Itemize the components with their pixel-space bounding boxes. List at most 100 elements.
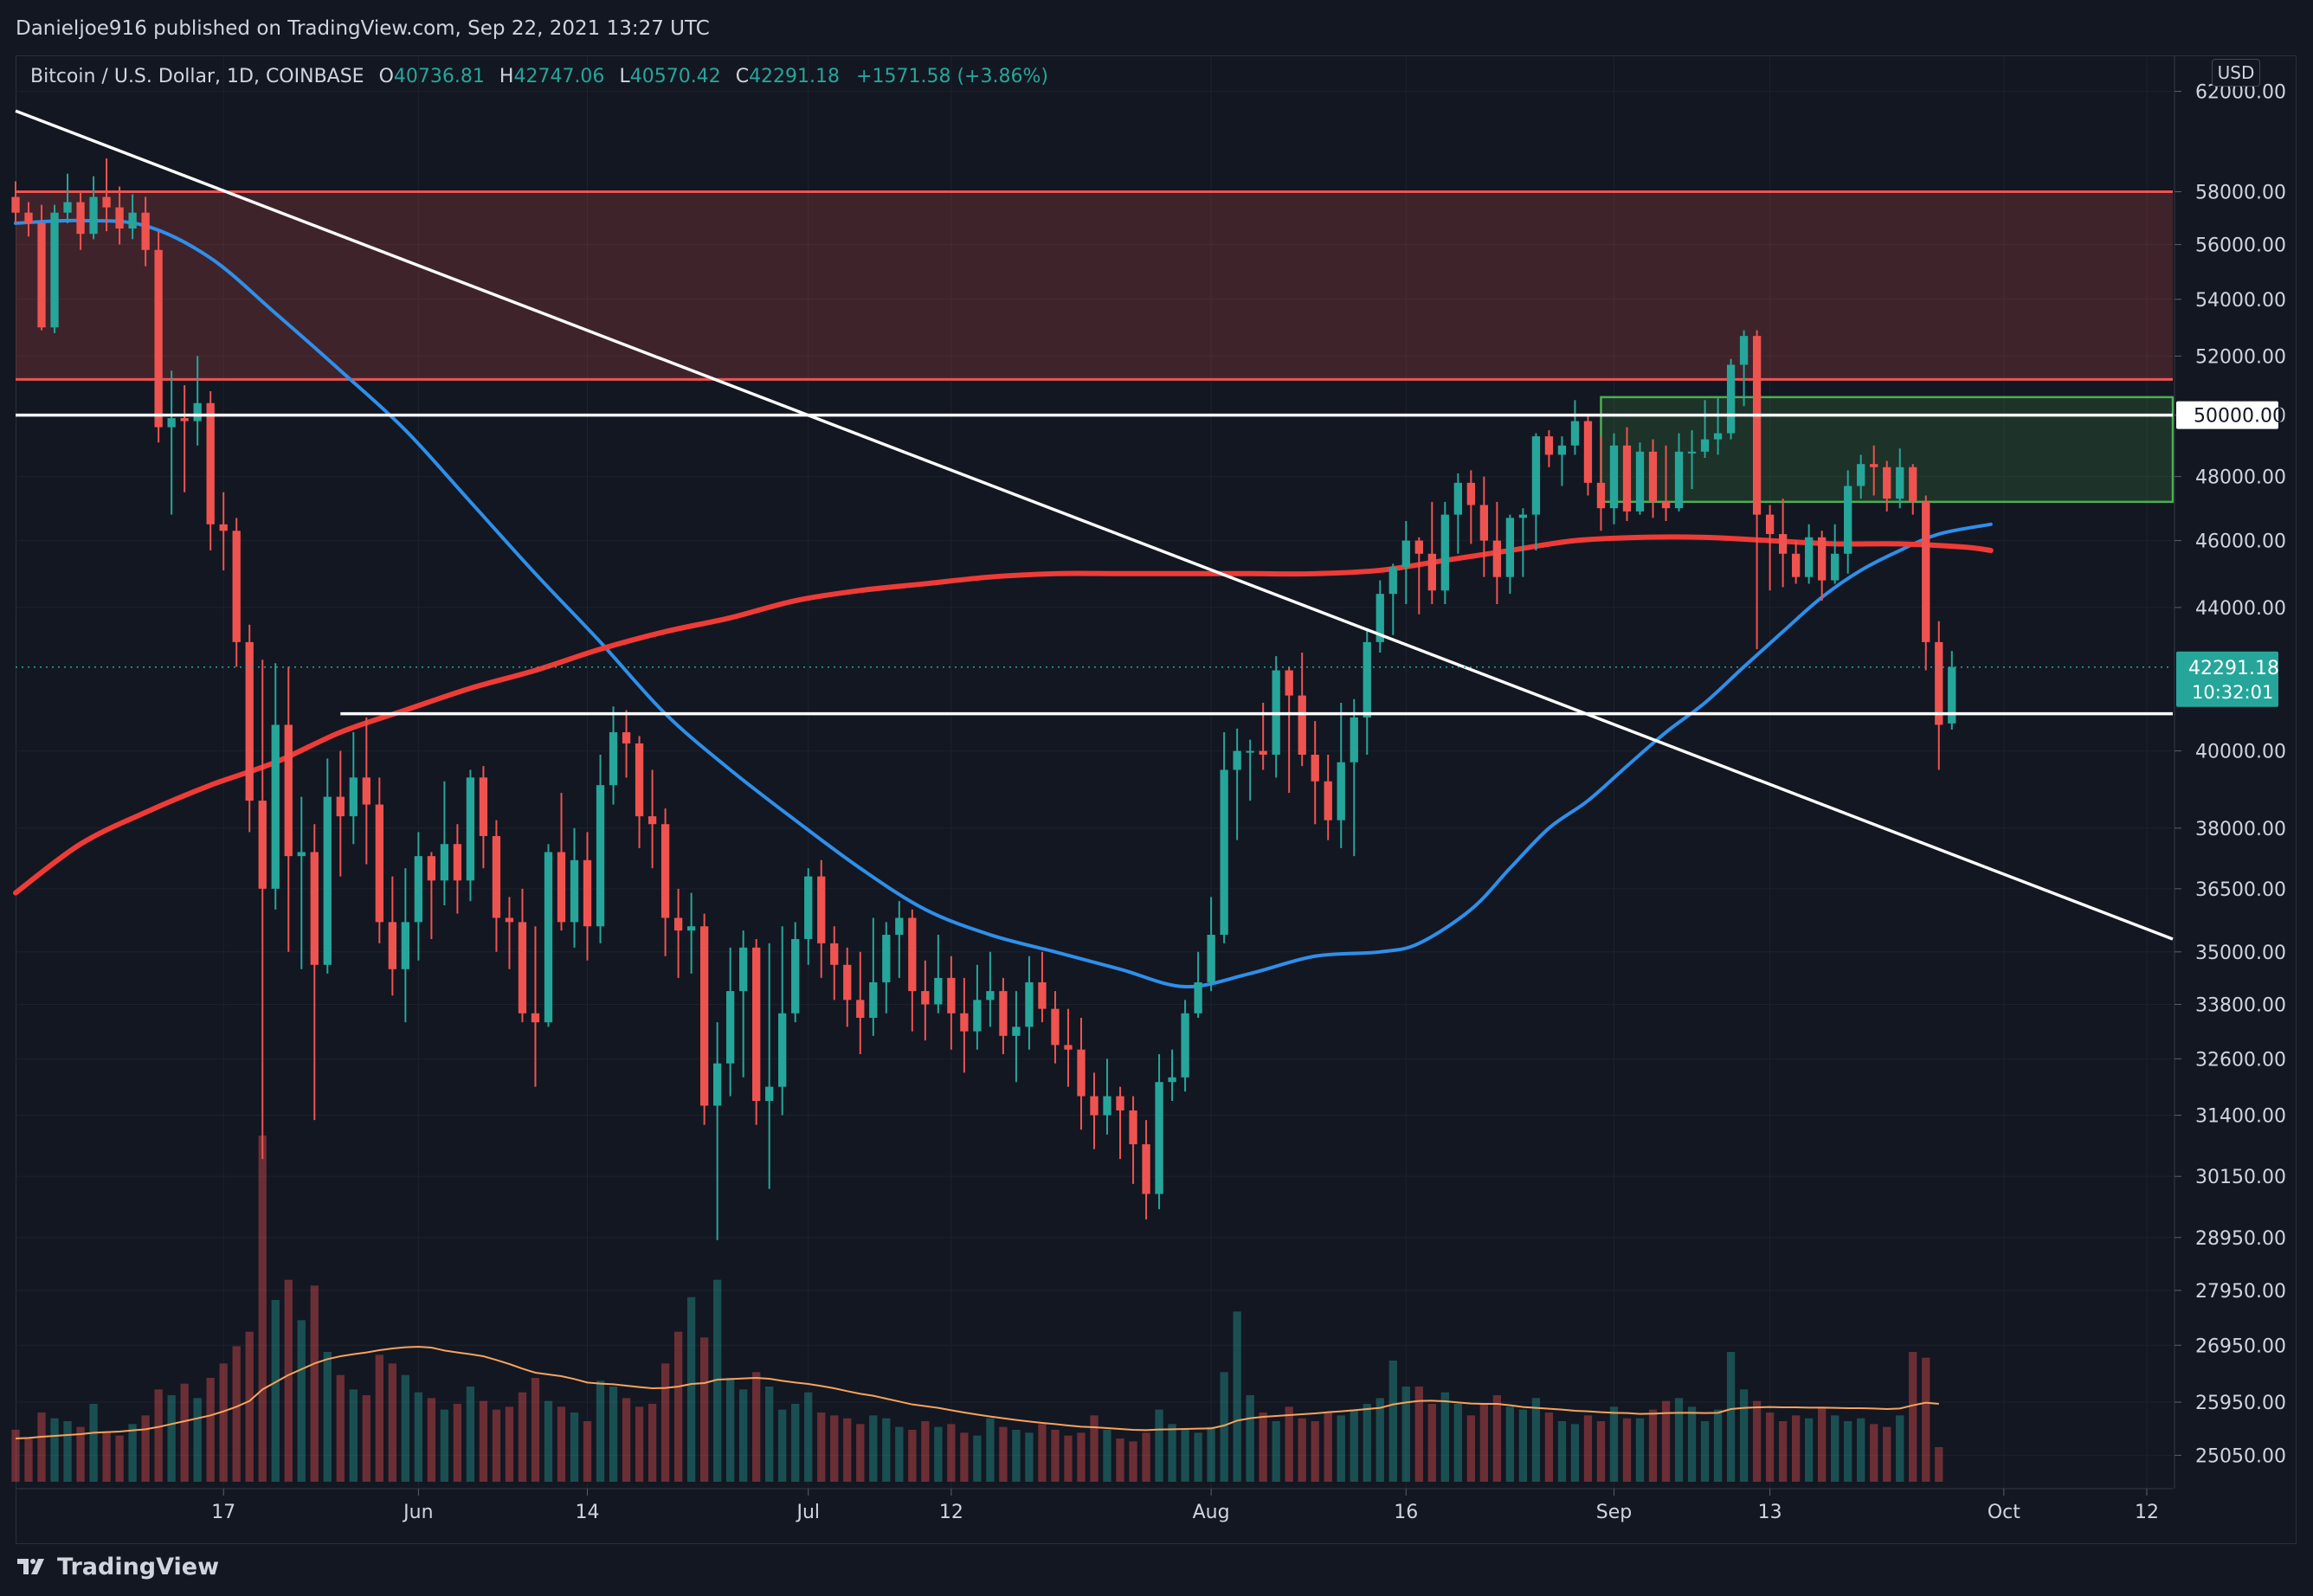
- volume-bar: [1648, 1409, 1658, 1482]
- price-tick-label: 44000.00: [2195, 598, 2286, 620]
- candle-body: [1609, 445, 1619, 509]
- candle: [1492, 501, 1502, 604]
- volume-bar: [219, 1363, 228, 1482]
- candle: [1376, 580, 1384, 653]
- candle: [1609, 433, 1619, 524]
- volume-bar: [1583, 1415, 1593, 1482]
- volume-bar: [258, 1136, 267, 1482]
- candle: [934, 935, 943, 1014]
- candle-body: [323, 796, 332, 965]
- volume-bar: [284, 1279, 293, 1482]
- candle-body: [453, 844, 462, 881]
- volume-bar: [1414, 1387, 1423, 1482]
- price-tick-label: 31400.00: [2195, 1106, 2286, 1128]
- volume-bar: [830, 1415, 839, 1482]
- candle-body: [1090, 1096, 1099, 1116]
- candle-body: [1388, 567, 1397, 595]
- volume-bar: [1194, 1432, 1202, 1482]
- candle: [167, 370, 176, 515]
- volume-bar: [557, 1406, 566, 1482]
- candle: [1401, 521, 1410, 604]
- candle: [1350, 698, 1358, 857]
- price-tick-label: 25050.00: [2195, 1445, 2286, 1467]
- candle: [284, 666, 293, 952]
- candle: [427, 852, 436, 939]
- candle: [635, 736, 644, 848]
- candle-body: [401, 922, 410, 969]
- candle: [115, 186, 124, 245]
- candle: [1883, 460, 1891, 512]
- candle-body: [1661, 501, 1671, 509]
- candle-body: [765, 1086, 774, 1102]
- candle-body: [63, 202, 72, 213]
- candle: [1116, 1086, 1124, 1160]
- volume-ma-line: [15, 1345, 1939, 1439]
- candle: [414, 832, 423, 961]
- candle: [193, 356, 202, 446]
- time-tick-label: Oct: [1988, 1502, 2020, 1523]
- volume-bar: [440, 1409, 449, 1482]
- price-tick-label: 27950.00: [2195, 1281, 2286, 1303]
- chart-frame[interactable]: [16, 55, 2297, 1544]
- volume-bar: [1285, 1406, 1293, 1482]
- time-tick-label: 14: [576, 1502, 600, 1523]
- candle-body: [622, 732, 631, 743]
- volume-bar: [1505, 1406, 1515, 1482]
- candle: [1622, 427, 1632, 522]
- candle-body: [349, 777, 358, 817]
- volume-bar: [401, 1374, 410, 1482]
- candle: [1466, 470, 1476, 544]
- candle-body: [1818, 537, 1827, 581]
- volume-bar: [1337, 1415, 1345, 1482]
- candle: [1440, 501, 1449, 604]
- volume-bar: [544, 1400, 553, 1482]
- candle: [1844, 470, 1852, 574]
- candle-body: [1025, 981, 1034, 1027]
- candle-body: [1414, 540, 1423, 554]
- candle: [258, 660, 267, 1160]
- candle-body: [1544, 436, 1554, 455]
- candle-body: [1466, 482, 1476, 505]
- candle: [921, 960, 930, 1041]
- candle: [1077, 1017, 1086, 1130]
- volume-bar: [1857, 1418, 1865, 1482]
- candle-body: [336, 796, 345, 817]
- volume-bar: [50, 1418, 59, 1482]
- volume-bar: [1700, 1421, 1710, 1482]
- candle: [947, 956, 956, 1050]
- candle-body: [999, 991, 1008, 1036]
- candle-body: [752, 947, 761, 1102]
- candle: [1726, 358, 1736, 440]
- currency-button[interactable]: USD: [2212, 59, 2260, 87]
- candle-body: [1220, 769, 1228, 936]
- volume-bar: [336, 1374, 345, 1482]
- volume-bar: [453, 1404, 462, 1482]
- candle-body: [1285, 670, 1293, 696]
- candle-body: [492, 835, 501, 918]
- candle-body: [544, 852, 553, 1023]
- ma-blue-line: [14, 218, 1993, 989]
- candle: [739, 930, 748, 1078]
- price-tick-label: 36500.00: [2195, 879, 2286, 901]
- candle: [1453, 473, 1462, 554]
- candle-body: [596, 785, 605, 927]
- candle-body: [1064, 1045, 1073, 1050]
- volume-bar: [921, 1421, 930, 1482]
- candle-body: [206, 402, 215, 524]
- volume-bar: [960, 1432, 969, 1482]
- volume-bar: [466, 1387, 475, 1482]
- candle: [1935, 621, 1943, 770]
- time-tick-label: Sep: [1596, 1502, 1632, 1523]
- volume-bar: [1388, 1361, 1397, 1482]
- time-tick-label: 12: [939, 1502, 963, 1523]
- volume-bar: [1531, 1398, 1541, 1482]
- volume-bar: [193, 1398, 202, 1482]
- volume-bar: [518, 1392, 527, 1482]
- volume-bar: [1453, 1404, 1462, 1482]
- candle-body: [375, 804, 383, 923]
- high-value: 42747.06: [513, 66, 605, 87]
- candle-body: [882, 935, 891, 982]
- candle-body: [24, 212, 33, 223]
- candle: [712, 1022, 722, 1240]
